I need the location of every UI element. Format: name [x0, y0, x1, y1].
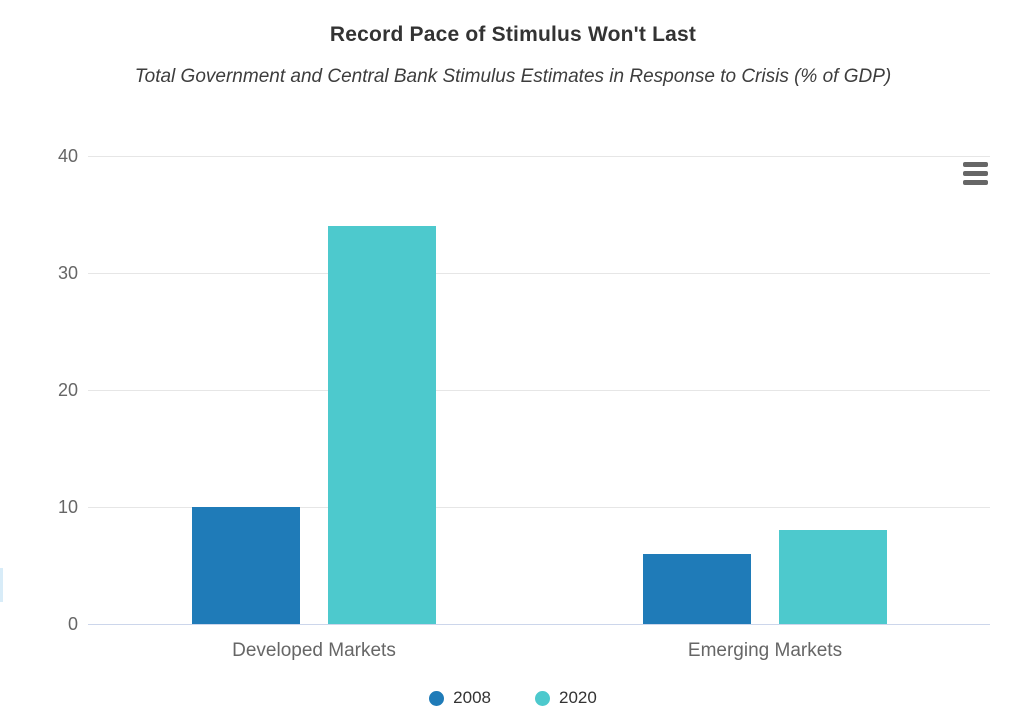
legend-item-2008[interactable]: 2008: [429, 688, 491, 708]
y-gridline: [88, 273, 990, 274]
y-gridline: [88, 390, 990, 391]
bar-2008-emerging-markets[interactable]: [643, 554, 751, 624]
y-axis-tick-label: 0: [67, 614, 78, 634]
legend-item-2020[interactable]: 2020: [535, 688, 597, 708]
y-gridline: [88, 507, 990, 508]
legend-label: 2020: [559, 688, 597, 707]
bar-2020-emerging-markets[interactable]: [779, 530, 887, 624]
y-gridline: [88, 156, 990, 157]
bar-2008-developed-markets[interactable]: [192, 507, 300, 624]
chart-subtitle: Total Government and Central Bank Stimul…: [134, 66, 892, 87]
hamburger-menu-icon: [962, 179, 988, 185]
left-edge-artifact: [0, 568, 3, 602]
chart-context-menu-button[interactable]: [959, 158, 991, 188]
hamburger-menu-icon: [962, 161, 988, 167]
bar-2020-developed-markets[interactable]: [328, 226, 436, 624]
y-axis-tick-label: 40: [57, 146, 78, 166]
chart-title: Record Pace of Stimulus Won't Last: [329, 23, 697, 46]
legend-label: 2008: [453, 688, 491, 707]
chart-legend: 2008 2020: [0, 688, 1026, 708]
legend-marker-icon: [535, 690, 550, 706]
y-axis-tick-label: 20: [57, 380, 78, 400]
x-axis-category-label: Developed Markets: [232, 640, 396, 661]
x-axis-line: [88, 624, 990, 625]
x-axis-category-label: Emerging Markets: [687, 640, 843, 661]
legend-marker-icon: [429, 690, 445, 706]
y-axis-tick-label: 10: [57, 497, 78, 517]
y-axis-tick-label: 30: [57, 263, 78, 283]
hamburger-menu-icon: [962, 170, 988, 176]
